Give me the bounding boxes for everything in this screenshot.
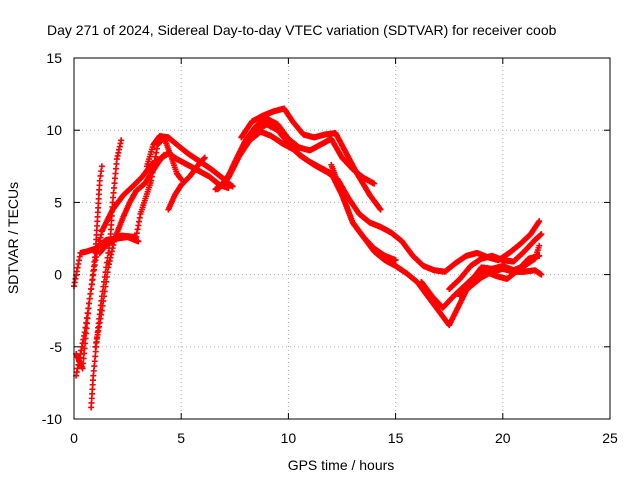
series-trace-5	[92, 151, 168, 350]
series-trace-6	[96, 134, 185, 256]
y-tick-label: -5	[50, 339, 63, 355]
x-tick-label: 0	[70, 430, 78, 446]
data-point	[161, 151, 168, 158]
data-point	[118, 137, 125, 144]
x-tick-label: 5	[177, 430, 185, 446]
x-tick-label: 20	[495, 430, 511, 446]
data-point	[538, 231, 545, 238]
y-tick-label: 0	[54, 267, 62, 283]
data-point	[392, 257, 399, 264]
data-point	[98, 163, 105, 170]
data-point	[178, 176, 185, 183]
series-trace-8	[165, 154, 208, 213]
series-trace-16	[456, 265, 545, 300]
x-tick-label: 25	[602, 430, 618, 446]
y-tick-label: -10	[42, 411, 62, 427]
data-point	[371, 180, 378, 187]
axis-ticks: 0 5 10 15 20 25 15 10 5 0 -5 -10	[42, 50, 618, 446]
data-point	[538, 271, 545, 278]
data-point	[536, 252, 543, 259]
plot-frame	[73, 57, 611, 420]
y-axis-label: SDTVAR / TECUs	[5, 182, 21, 294]
data-point	[201, 154, 208, 161]
x-tick-label: 10	[281, 430, 297, 446]
series-trace-15	[446, 231, 545, 293]
data-point	[135, 238, 142, 245]
data-markers	[71, 105, 545, 411]
series-trace-11	[214, 128, 543, 275]
x-tick-label: 15	[388, 430, 404, 446]
data-point	[536, 242, 543, 249]
data-point	[229, 183, 236, 190]
y-tick-label: 5	[54, 194, 62, 210]
chart-title: Day 271 of 2024, Sidereal Day-to-day VTE…	[47, 22, 557, 38]
data-point	[536, 218, 543, 225]
x-axis-label: GPS time / hours	[288, 457, 395, 473]
series-trace-12	[238, 105, 384, 213]
data-point	[377, 206, 384, 213]
series-trace-3	[73, 163, 105, 379]
y-tick-label: 15	[46, 50, 62, 66]
y-tick-label: 10	[46, 122, 62, 138]
